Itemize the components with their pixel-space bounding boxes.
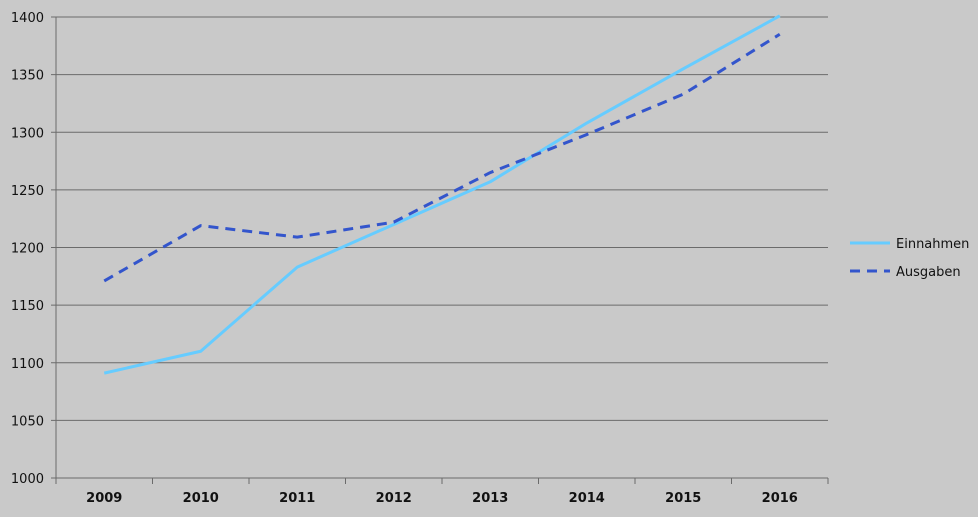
legend-label-ausgaben: Ausgaben — [896, 265, 961, 280]
x-tick-label: 2013 — [472, 491, 508, 506]
y-tick-label: 1200 — [11, 242, 44, 257]
legend-label-einnahmen: Einnahmen — [896, 237, 969, 252]
legend: Einnahmen Ausgaben — [850, 237, 969, 280]
y-tick-label: 1300 — [11, 126, 44, 141]
axes: 1000 1050 1100 1150 1200 1250 1300 1350 1400 2009… — [11, 11, 828, 506]
x-tick-label: 2010 — [183, 491, 219, 506]
x-tick-label: 2014 — [569, 491, 605, 506]
y-tick-label: 1350 — [11, 69, 44, 84]
y-tick-label: 1400 — [11, 11, 44, 26]
y-tick-label: 1250 — [11, 184, 44, 199]
x-tick-label: 2009 — [86, 491, 122, 506]
series-lines — [104, 16, 780, 373]
x-tick-label: 2011 — [279, 491, 315, 506]
gridlines — [56, 17, 828, 478]
y-tick-label: 1100 — [11, 357, 44, 372]
x-tick-label: 2012 — [376, 491, 412, 506]
series-line-einnahmen — [104, 16, 780, 373]
x-tick-label: 2016 — [762, 491, 798, 506]
y-tick-label: 1000 — [11, 472, 44, 487]
x-tick-label: 2015 — [665, 491, 701, 506]
y-tick-label: 1050 — [11, 414, 44, 429]
y-tick-label: 1150 — [11, 299, 44, 314]
